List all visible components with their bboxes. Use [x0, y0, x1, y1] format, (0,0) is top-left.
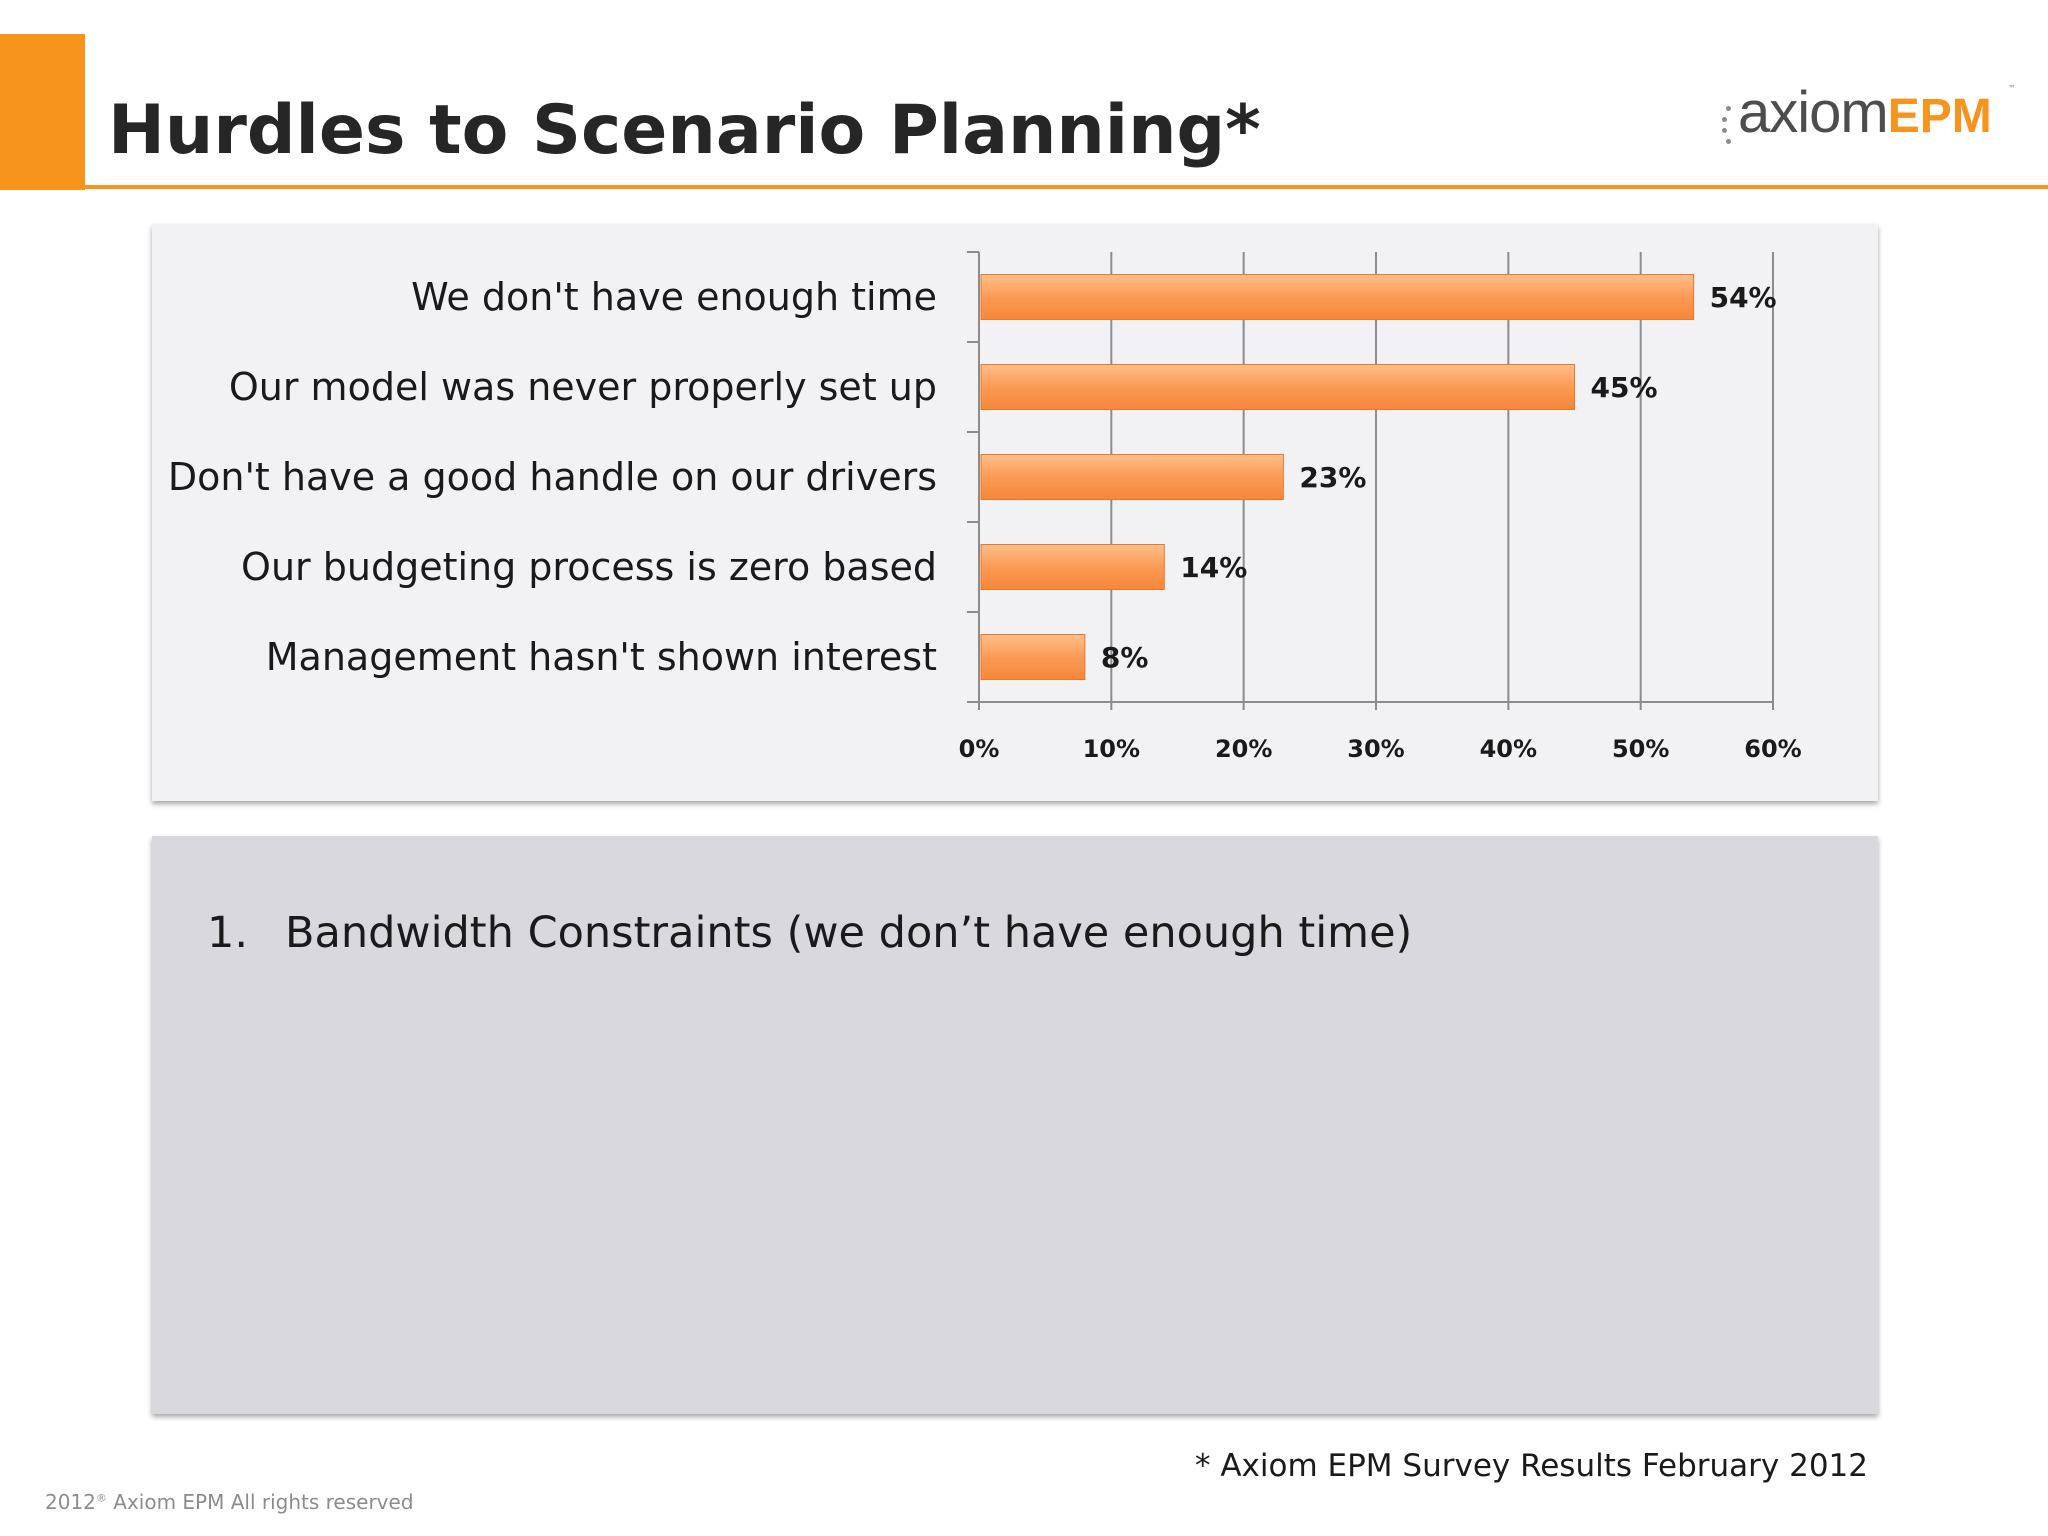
- chart-panel: 0% 10% 20% 30% 40% 50% 60% We don't have enough…: [152, 224, 1878, 801]
- x-tick-label: 20%: [1215, 735, 1272, 763]
- data-label: 45%: [1591, 371, 1658, 404]
- bar: [980, 274, 1695, 320]
- x-tick-label: 50%: [1612, 735, 1669, 763]
- logo-dot-3: [1722, 128, 1727, 133]
- logo-dot-1: [1726, 106, 1731, 111]
- bar: [980, 634, 1086, 680]
- logo-dot-2: [1722, 117, 1727, 122]
- source-note: * Axiom EPM Survey Results February 2012: [1194, 1448, 1868, 1484]
- list-item-number: 1.: [207, 908, 249, 958]
- list-item: 1. Bandwidth Constraints (we don’t have …: [207, 908, 1412, 960]
- footer-year: 2012: [45, 1490, 96, 1514]
- logo-dot-4: [1726, 139, 1731, 144]
- category-label: Our model was never properly set up: [229, 365, 937, 409]
- category-label: Our budgeting process is zero based: [241, 545, 937, 589]
- footer-text: Axiom EPM All rights reserved: [113, 1490, 414, 1514]
- category-label: We don't have enough time: [411, 275, 937, 319]
- bar: [980, 544, 1165, 590]
- header-rule: [85, 185, 2048, 189]
- logo-trademark: ™: [2008, 84, 2016, 93]
- bar-chart: 0% 10% 20% 30% 40% 50% 60% We don't have enough…: [168, 251, 1802, 763]
- x-tick-label: 0%: [959, 735, 1000, 763]
- axiom-epm-logo: axiomEPM ™: [1720, 84, 2020, 164]
- footer-copyright: 2012® Axiom EPM All rights reserved: [45, 1490, 414, 1514]
- x-tick-label: 60%: [1744, 735, 1801, 763]
- x-tick-label: 40%: [1480, 735, 1537, 763]
- x-tick-label: 10%: [1083, 735, 1140, 763]
- category-label: Don't have a good handle on our drivers: [168, 455, 937, 499]
- hurdle-list: 1. Bandwidth Constraints (we don’t have …: [207, 908, 1412, 960]
- data-label: 54%: [1710, 281, 1777, 314]
- accent-block: [0, 34, 85, 190]
- slide-title: Hurdles to Scenario Planning*: [108, 91, 1261, 170]
- data-label: 8%: [1101, 641, 1149, 674]
- bar: [980, 364, 1575, 410]
- footer-registered-mark: ®: [95, 1491, 107, 1505]
- data-label: 23%: [1299, 461, 1366, 494]
- text-panel: 1. Bandwidth Constraints (we don’t have …: [152, 836, 1878, 1414]
- data-label: 14%: [1180, 551, 1247, 584]
- x-tick-label: 30%: [1347, 735, 1404, 763]
- logo-axiom-text: axiom: [1738, 80, 1889, 145]
- logo-wordmark: axiomEPM: [1738, 84, 1992, 142]
- bar: [980, 454, 1284, 500]
- list-item-text: Bandwidth Constraints (we don’t have eno…: [285, 908, 1413, 958]
- category-label: Management hasn't shown interest: [266, 635, 937, 679]
- logo-epm-text: EPM: [1887, 90, 1992, 143]
